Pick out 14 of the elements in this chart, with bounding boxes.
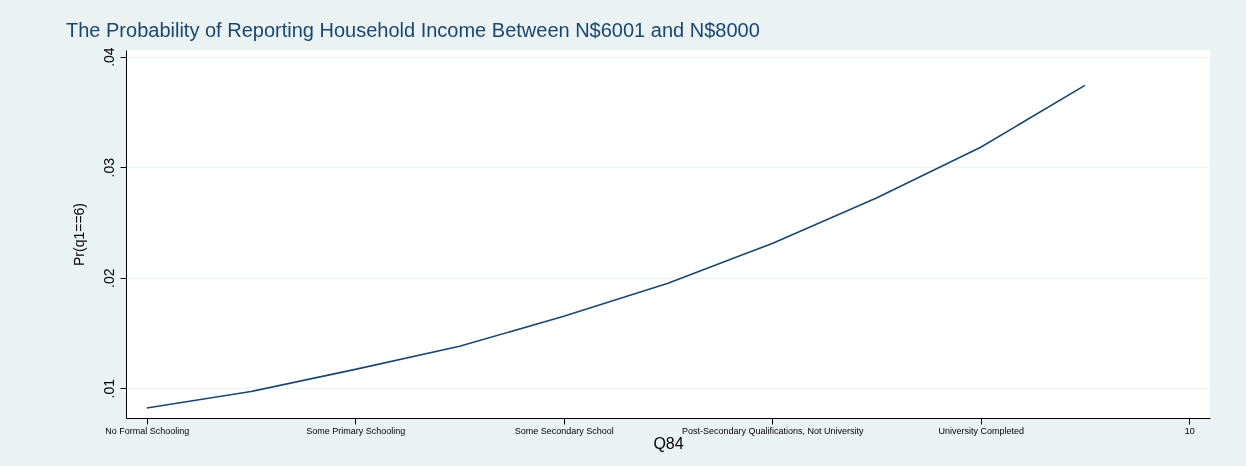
x-tick-label: No Formal Schooling	[105, 425, 190, 436]
x-tick-label: University Completed	[938, 425, 1024, 436]
y-tick-label: .01	[100, 378, 117, 399]
line-series	[146, 84, 1086, 409]
x-tick-label: 10	[1184, 425, 1195, 436]
x-tick-label: Post-Secondary Qualifications, Not University	[681, 425, 865, 436]
y-tick-label: .02	[100, 268, 117, 288]
y-tick-label: .03	[100, 157, 117, 178]
chart-title: The Probability of Reporting Household Income Between N$6001 and N$8000	[66, 18, 760, 41]
x-tick-label: Some Secondary School	[514, 425, 614, 436]
x-axis-title: Q84	[653, 434, 684, 452]
y-axis-title: Pr(q1==6)	[70, 202, 87, 267]
y-tick-label: .04	[100, 47, 117, 67]
x-tick-label: Some Primary Schooling	[306, 425, 406, 436]
